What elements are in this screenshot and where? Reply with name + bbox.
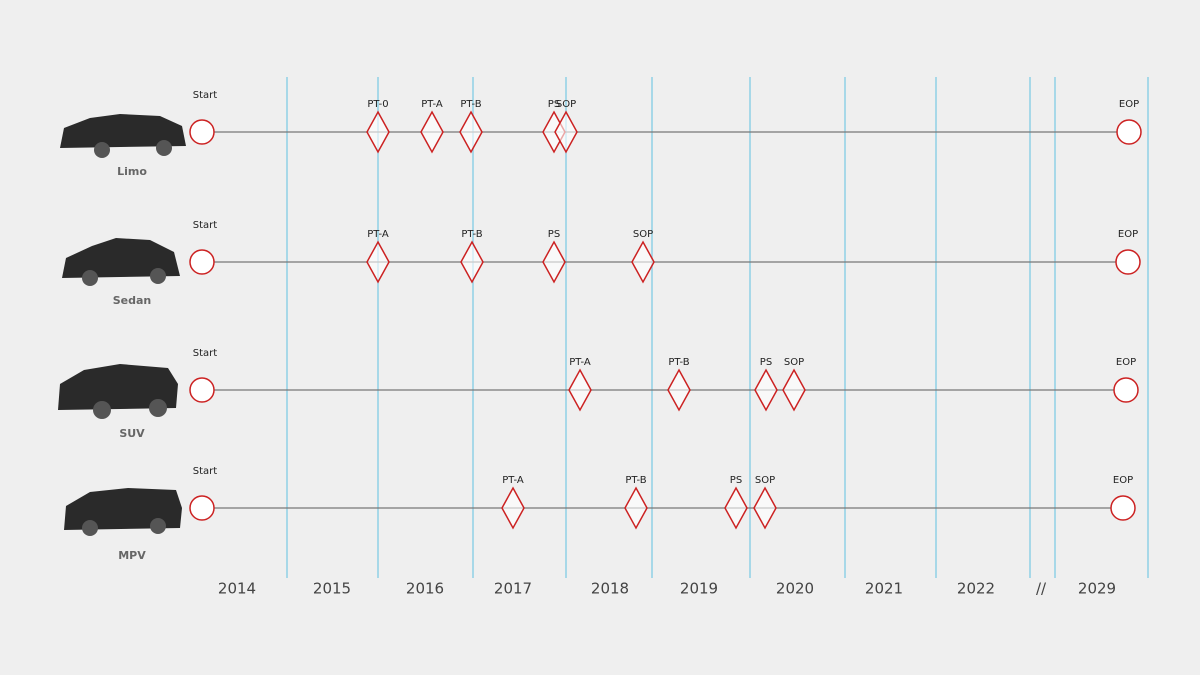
year-label: 2021 [865,580,903,598]
vehicle-name: Sedan [113,294,152,307]
milestone-label: PS [548,99,560,110]
milestone-diamond [631,240,655,284]
milestone-diamond [542,240,566,284]
milestone-diamond [366,110,390,154]
milestone-label: PT-A [421,99,443,110]
milestone-diamond [501,486,525,530]
end-label: EOP [1113,475,1133,486]
car-icons [58,114,186,536]
milestone-label: PS [548,229,560,240]
vehicle-name: Limo [117,165,147,178]
vehicle-name: SUV [119,427,145,440]
milestone-diamond [420,110,444,154]
start-marker [189,249,215,275]
year-label: 2016 [406,580,444,598]
end-marker [1110,495,1136,521]
milestone-diamond [460,240,484,284]
milestone-diamond [753,486,777,530]
milestone-diamond [782,368,806,412]
year-label: 2014 [218,580,256,598]
milestone-label: SOP [755,475,775,486]
year-label: 2020 [776,580,814,598]
end-marker [1113,377,1139,403]
start-label: Start [193,348,218,359]
start-label: Start [193,90,218,101]
milestone-diamond [554,110,578,154]
milestone-label: SOP [633,229,653,240]
milestone-diamond [754,368,778,412]
milestone-diamond [624,486,648,530]
car-sedan [62,238,180,278]
milestone-label: PT-B [461,229,482,240]
milestone-diamond [724,486,748,530]
end-label: EOP [1118,229,1138,240]
car-suv [58,364,178,410]
year-label: 2019 [680,580,718,598]
milestone-label: SOP [556,99,576,110]
end-marker [1115,249,1141,275]
milestone-label: PS [730,475,742,486]
start-marker [189,119,215,145]
start-label: Start [193,220,218,231]
year-label: 2018 [591,580,629,598]
milestone-diamond [459,110,483,154]
car-limo [60,114,186,148]
start-marker [189,495,215,521]
milestone-label: PT-A [367,229,389,240]
year-label: 2017 [494,580,532,598]
milestone-label: PT-B [625,475,646,486]
milestone-label: PT-B [668,357,689,368]
milestone-label: SOP [784,357,804,368]
milestone-diamond [667,368,691,412]
milestone-label: PT-A [502,475,524,486]
end-label: EOP [1116,357,1136,368]
milestone-diamond [366,240,390,284]
vehicle-name: MPV [118,549,146,562]
milestone-label: PT-A [569,357,591,368]
end-label: EOP [1119,99,1139,110]
car-mpv [64,488,182,530]
start-marker [189,377,215,403]
milestone-diamond [568,368,592,412]
axis-break: // [1036,580,1047,598]
milestone-label: PT-0 [367,99,388,110]
milestone-label: PT-B [460,99,481,110]
year-label: 2029 [1078,580,1116,598]
start-label: Start [193,466,218,477]
end-marker [1116,119,1142,145]
milestone-label: PS [760,357,772,368]
year-label: 2015 [313,580,351,598]
year-label: 2022 [957,580,995,598]
